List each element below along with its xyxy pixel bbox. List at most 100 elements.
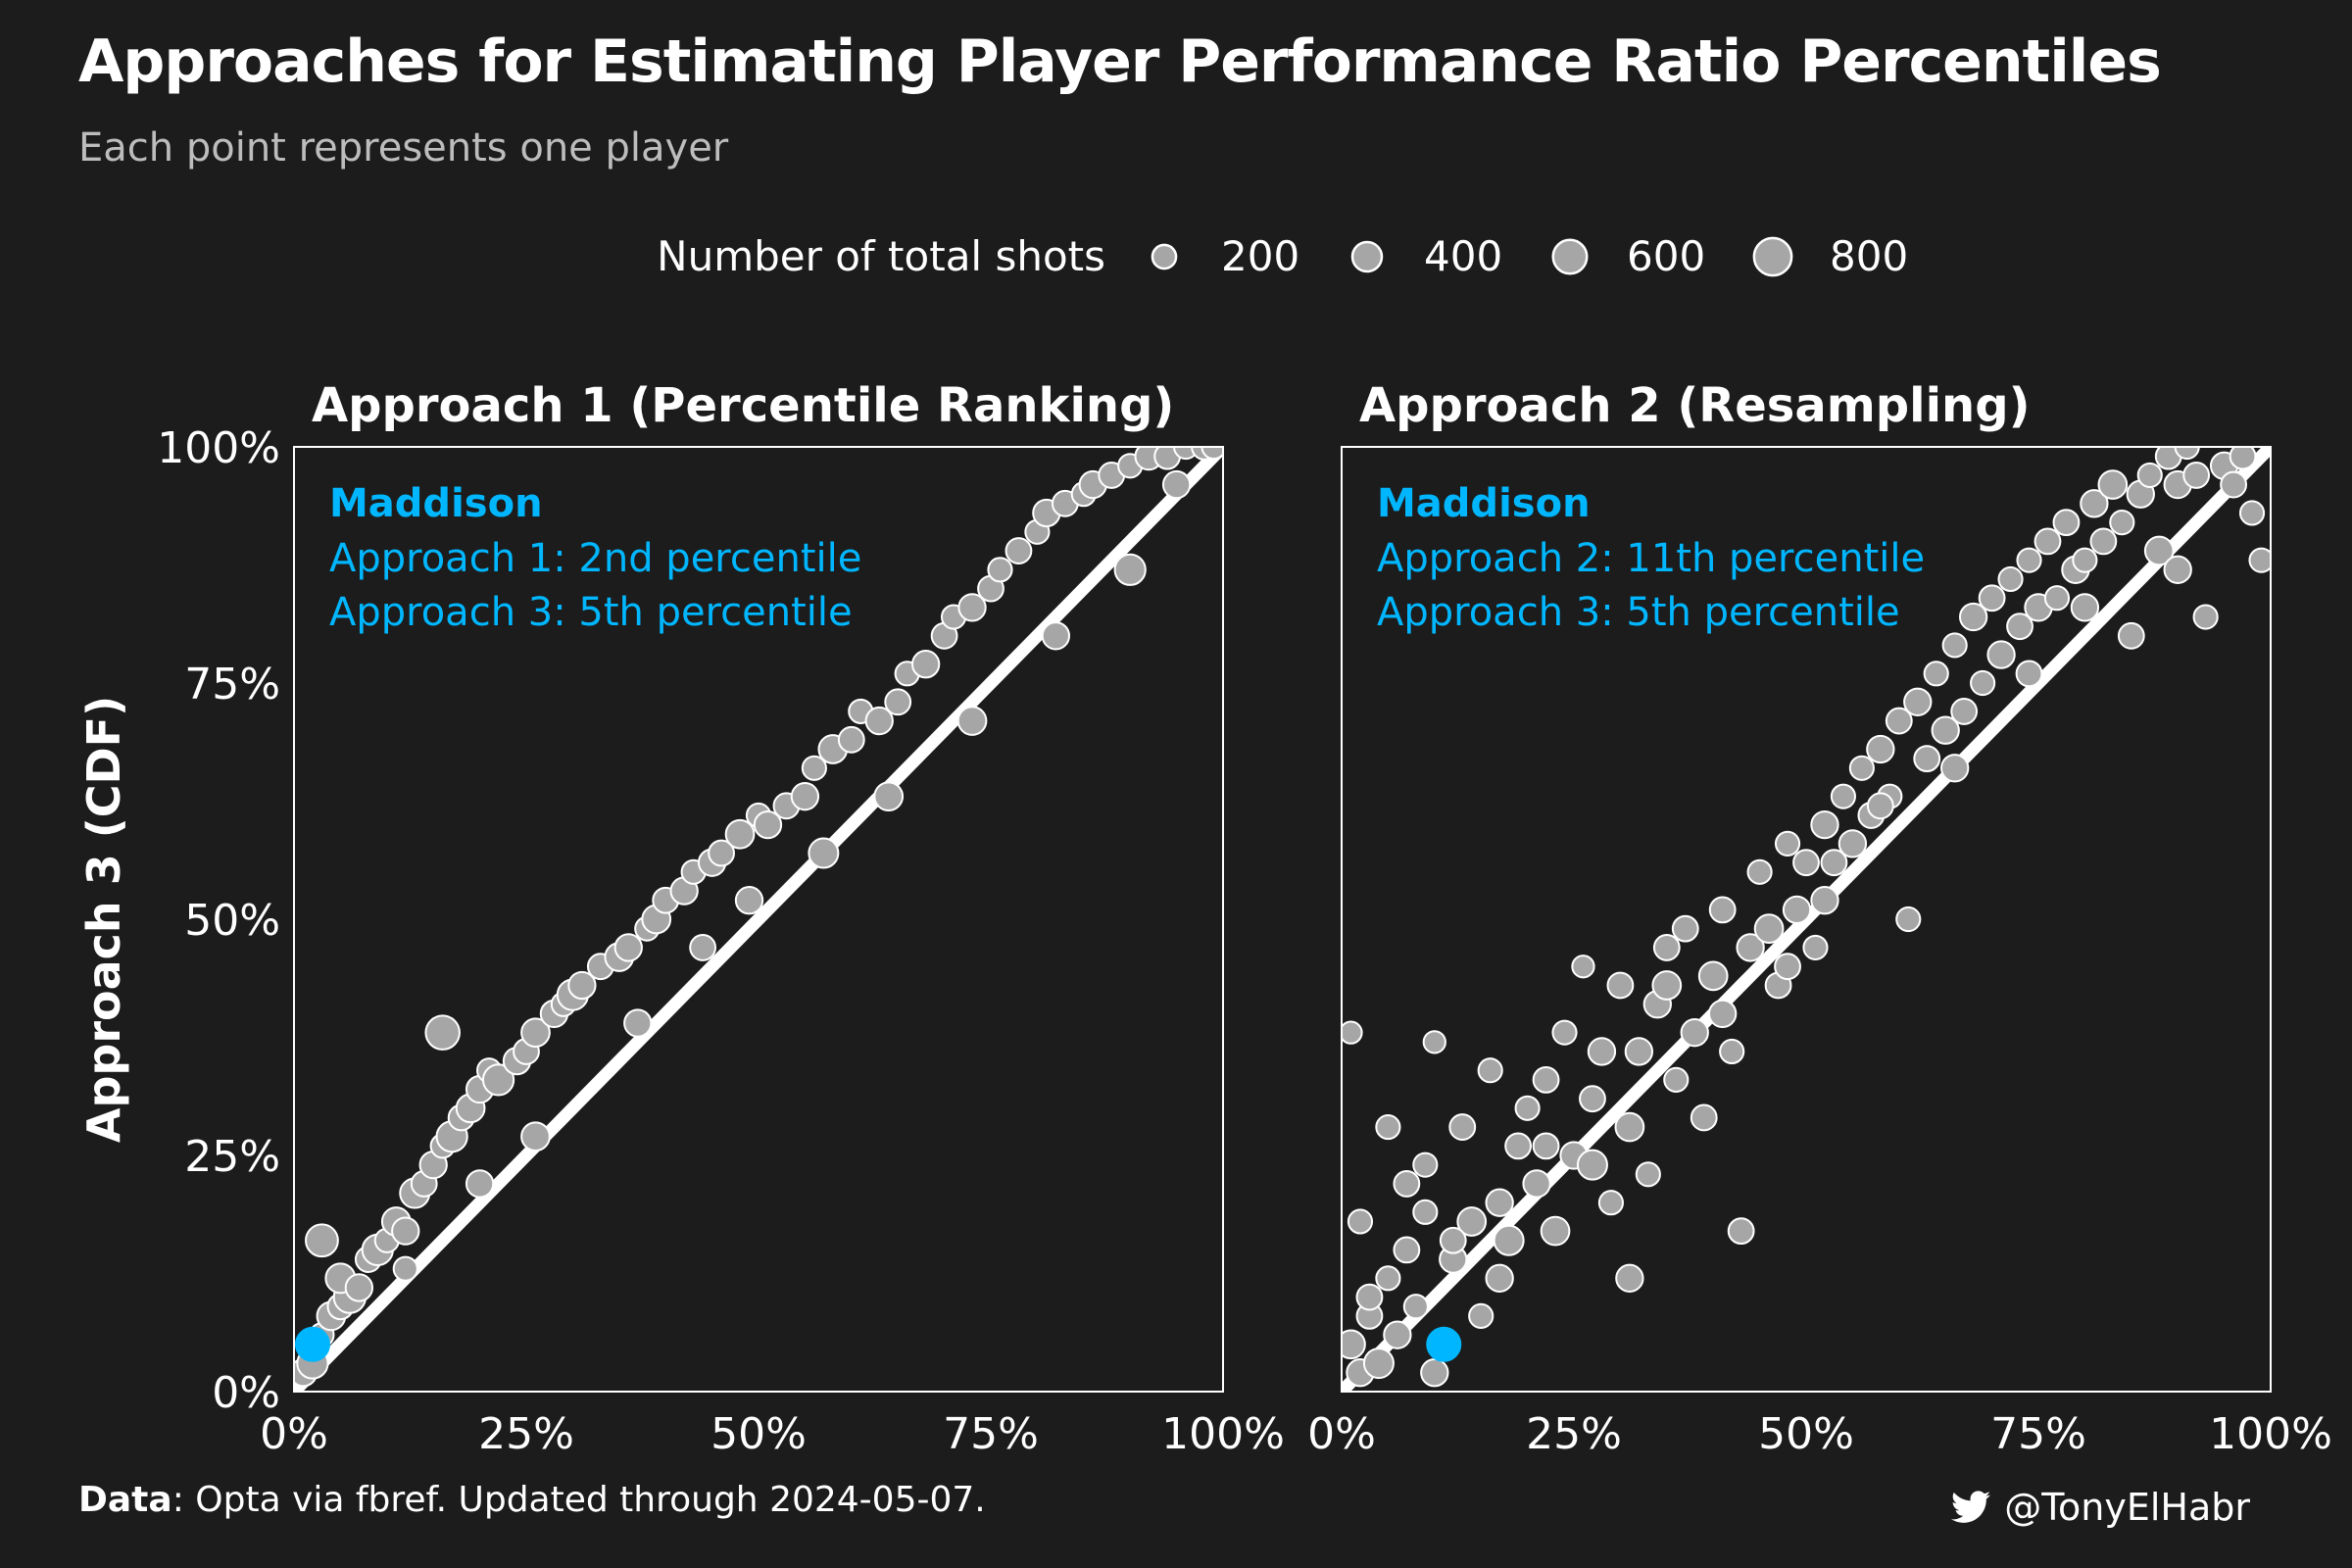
data-point	[1810, 809, 1839, 840]
panel-title: Approach 1 (Percentile Ranking)	[312, 378, 1174, 433]
y-axis-label: Approach 3 (CDF)	[77, 696, 130, 1143]
data-point	[1468, 1302, 1494, 1329]
data-point	[1885, 707, 1913, 735]
data-point	[1402, 1294, 1429, 1320]
data-point	[520, 1121, 551, 1152]
data-point	[623, 1008, 653, 1038]
data-point	[2089, 527, 2118, 556]
data-point	[1736, 933, 1765, 962]
data-point	[1978, 584, 2006, 612]
data-point	[1412, 1199, 1439, 1225]
data-point	[790, 782, 820, 811]
data-point	[1571, 955, 1595, 979]
data-point	[1383, 1320, 1412, 1349]
annotation-player: Maddison	[329, 481, 543, 526]
data-point	[1903, 687, 1933, 716]
data-point	[987, 557, 1013, 583]
data-point	[1614, 1111, 1645, 1143]
chart-title: Approaches for Estimating Player Perform…	[78, 27, 2162, 96]
data-point	[1532, 1132, 1560, 1160]
data-point	[1041, 621, 1071, 651]
data-point	[1624, 1037, 1654, 1066]
data-point	[1375, 1265, 1401, 1292]
data-point	[1485, 1188, 1514, 1217]
data-point	[2015, 660, 2043, 688]
data-point	[956, 706, 988, 736]
data-point	[1456, 1206, 1488, 1237]
y-tick-label: 50%	[184, 896, 280, 946]
panel-1: Approach 1 (Percentile Ranking) Maddison A…	[77, 378, 1285, 1459]
data-point	[1412, 1152, 1439, 1178]
data-point	[2182, 462, 2211, 489]
data-point	[1113, 553, 1147, 586]
data-point	[1393, 1170, 1421, 1198]
data-point	[1663, 1066, 1690, 1093]
data-point	[2070, 593, 2100, 622]
data-point	[1895, 906, 1922, 933]
data-point	[1931, 715, 1960, 745]
data-point	[1820, 849, 1848, 877]
data-point	[873, 781, 905, 812]
data-point	[1551, 1019, 1578, 1046]
y-tick-label: 100%	[157, 423, 280, 473]
chart-subtitle: Each point represents one player	[78, 125, 729, 171]
data-point	[2220, 470, 2247, 499]
data-point	[2192, 604, 2219, 630]
x-tick-label: 0%	[1307, 1409, 1376, 1459]
data-point	[1477, 1057, 1503, 1084]
data-point	[391, 1216, 420, 1246]
data-point	[1597, 1190, 1624, 1216]
data-point	[1958, 602, 1988, 632]
data-point	[2072, 547, 2098, 573]
data-point	[1866, 792, 1894, 820]
data-point	[2174, 447, 2200, 461]
annotation-line: Approach 3: 5th percentile	[1377, 590, 1900, 635]
data-point	[2117, 621, 2145, 650]
data-point	[1940, 754, 1970, 783]
data-point	[910, 650, 941, 679]
data-point	[753, 809, 783, 840]
panel-2: Approach 2 (Resampling) Maddison Approach …	[1307, 378, 2332, 1459]
highlight-point	[294, 1326, 330, 1362]
data-point	[1615, 1263, 1644, 1293]
data-point	[1727, 1217, 1755, 1246]
caption-label: Data	[78, 1480, 172, 1520]
legend-label-400: 400	[1424, 232, 1502, 280]
data-point	[1161, 469, 1192, 500]
data-point	[2248, 547, 2271, 573]
legend: Number of total shots 200 400 600 800	[657, 232, 1908, 280]
data-point	[305, 1223, 339, 1258]
data-point	[884, 688, 912, 716]
x-tick-label: 50%	[710, 1409, 807, 1459]
data-point	[481, 1063, 515, 1097]
data-point	[1746, 858, 1773, 885]
data-point	[1576, 1149, 1608, 1181]
data-point	[1774, 830, 1801, 857]
annotation-line: Approach 2: 11th percentile	[1377, 536, 1925, 581]
data-point	[2006, 612, 2034, 641]
data-point	[1652, 934, 1681, 961]
data-point	[1792, 849, 1820, 877]
x-tick-label: 50%	[1758, 1409, 1854, 1459]
data-point	[1375, 1114, 1401, 1141]
data-point	[2136, 462, 2163, 488]
data-point	[864, 706, 894, 736]
data-point	[1635, 1161, 1661, 1188]
data-point	[1522, 1169, 1551, 1199]
legend-key-800	[1752, 236, 1793, 277]
data-point	[1004, 537, 1033, 564]
data-point	[2034, 527, 2062, 556]
data-point	[1587, 1037, 1617, 1066]
data-point	[1448, 1113, 1477, 1141]
plot-area	[1342, 447, 2271, 1392]
data-point	[1606, 971, 1635, 1000]
reference-line	[294, 447, 1223, 1392]
legend-label-200: 200	[1221, 232, 1299, 280]
data-point	[1439, 1226, 1467, 1254]
data-point	[1941, 632, 1968, 659]
data-point	[1342, 1329, 1366, 1360]
data-point	[2238, 500, 2266, 526]
x-tick-label: 25%	[1526, 1409, 1622, 1459]
data-point	[392, 1255, 418, 1282]
